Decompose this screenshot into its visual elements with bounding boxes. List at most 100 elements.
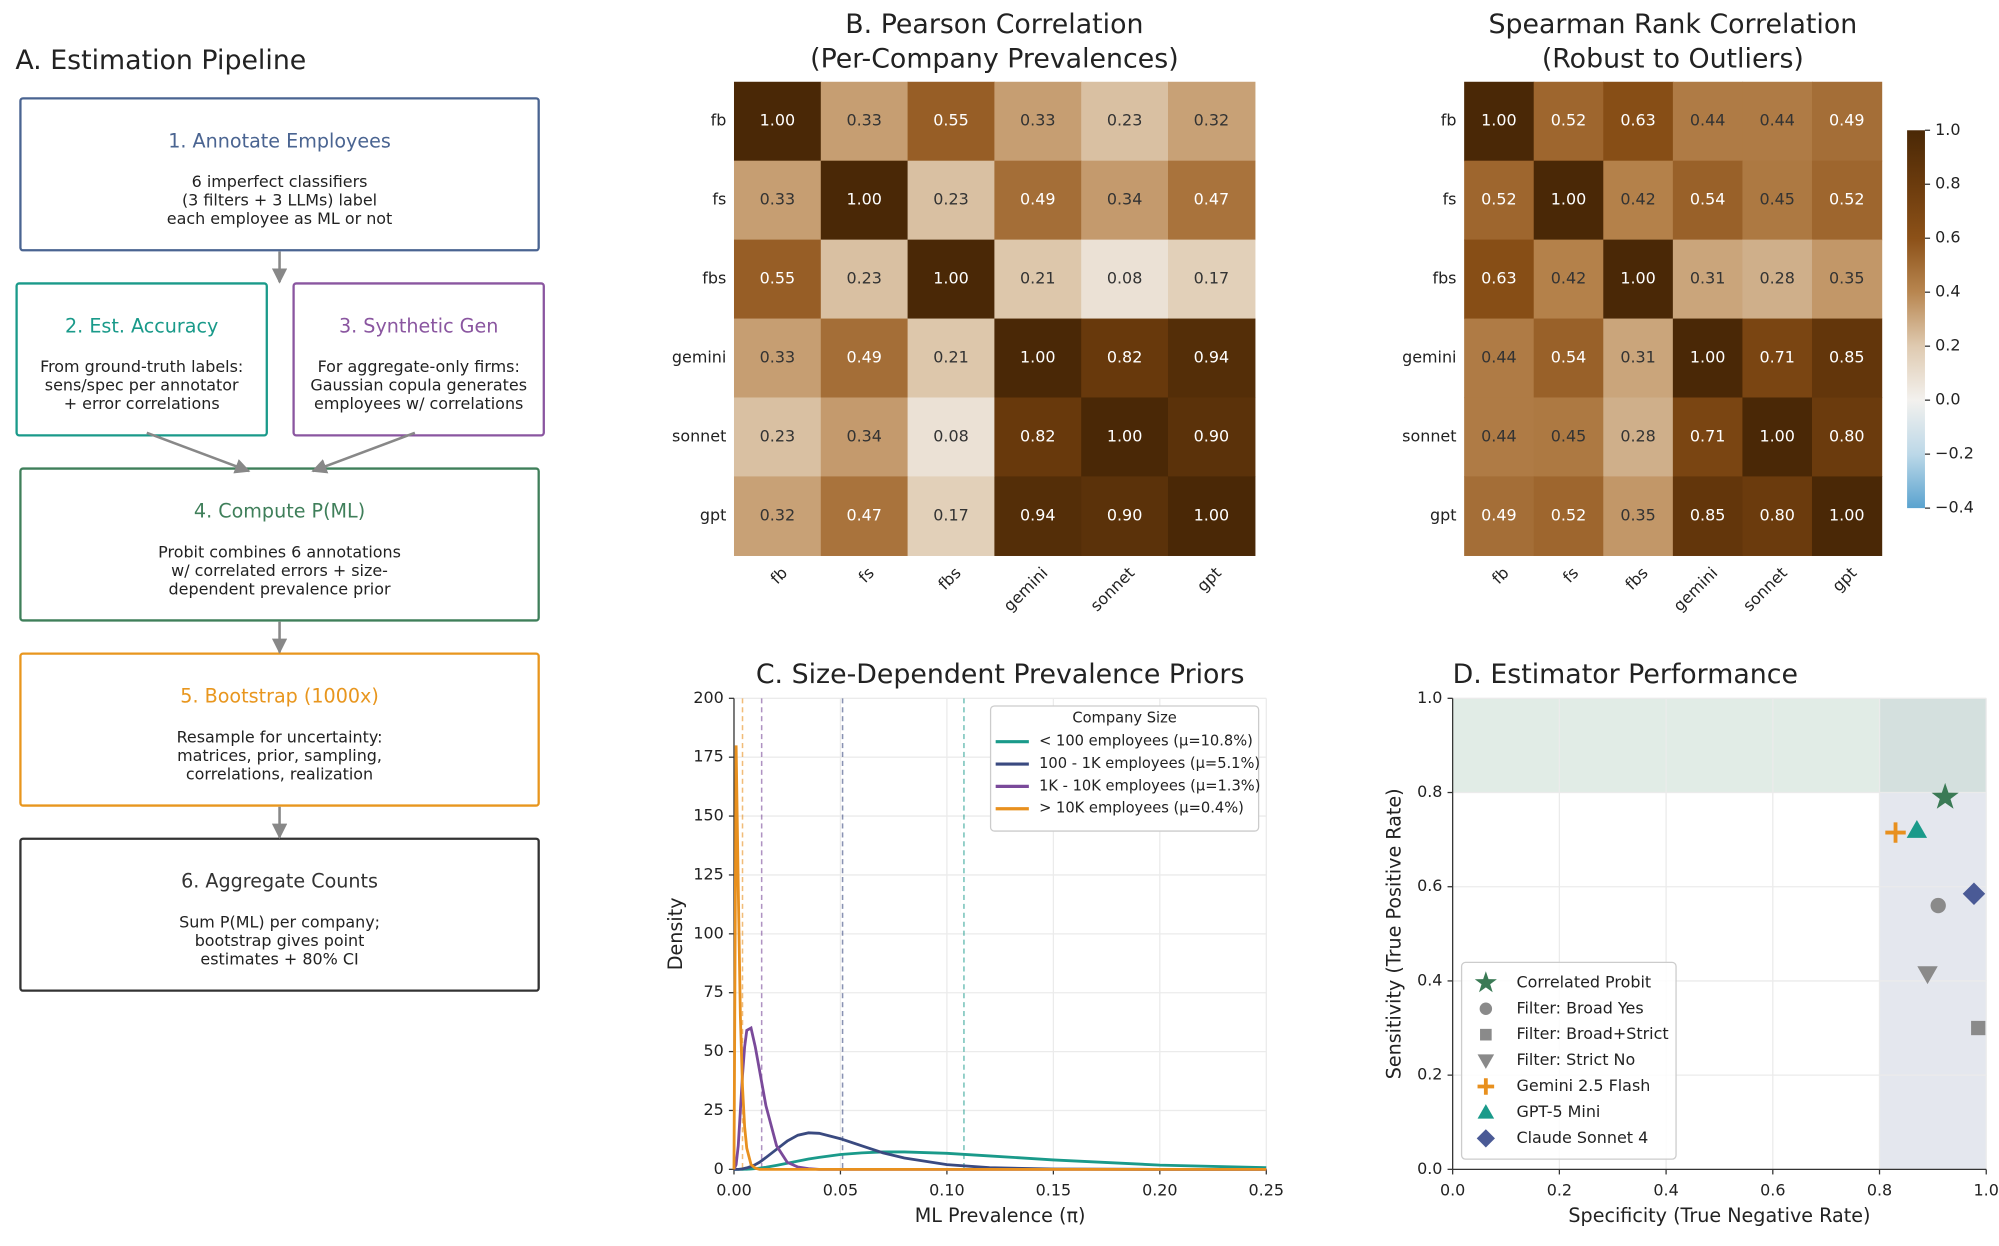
legend-label: 1K - 10K employees (μ=1.3%) [1039, 777, 1260, 794]
legend-marker [1477, 1054, 1495, 1069]
node-text: correlations, realization [186, 764, 373, 783]
colorbar-tick-label: 0.0 [1935, 390, 1960, 409]
cell-label: 0.23 [1107, 111, 1143, 130]
cell-label: 0.33 [1020, 111, 1056, 130]
heatmap-cell [1811, 160, 1883, 241]
heatmap-cell [994, 397, 1082, 478]
y-tick-label: 175 [693, 747, 723, 766]
arrow [311, 431, 416, 474]
x-tick-label: 0.25 [1249, 1181, 1285, 1200]
cell-label: 1.00 [1620, 269, 1656, 288]
colorbar-tick-label: −0.4 [1935, 498, 1974, 517]
heatmap-cell [1603, 318, 1674, 399]
cell-label: 0.42 [1620, 190, 1656, 209]
heatmap-cell [733, 476, 822, 556]
heatmap-cell [1533, 160, 1604, 241]
y-axis-label: Sensitivity (True Positive Rate) [1383, 788, 1406, 1079]
heatmap-cell [733, 160, 822, 241]
legend-label: Correlated Probit [1516, 972, 1651, 991]
chart-title: (Robust to Outliers) [1542, 44, 1804, 75]
y-tick-label: 0.0 [1417, 1159, 1442, 1178]
marker [1971, 1020, 1986, 1036]
heatmap-cell [1081, 239, 1169, 320]
col-label: sonnet [1086, 563, 1138, 615]
heatmap-cell [1742, 239, 1813, 320]
cell-label: 0.21 [933, 348, 969, 367]
col-label: gpt [1193, 563, 1225, 595]
legend-label: Gemini 2.5 Flash [1516, 1076, 1650, 1095]
cell-label: 0.31 [1620, 348, 1656, 367]
node-text: matrices, prior, sampling, [177, 746, 382, 765]
heatmap-cell [1167, 476, 1256, 556]
legend-label: GPT-5 Mini [1516, 1102, 1600, 1121]
heatmap-cell [907, 397, 996, 478]
x-tick-label: 0.2 [1547, 1181, 1572, 1200]
x-tick-label: 0.15 [1036, 1181, 1072, 1200]
cell-label: 0.47 [846, 505, 882, 524]
cell-label: 0.49 [1481, 505, 1517, 524]
cell-label: 0.17 [933, 505, 969, 524]
cell-label: 1.00 [1481, 111, 1517, 130]
cell-label: 0.34 [846, 426, 882, 445]
chart-title: Spearman Rank Correlation [1488, 9, 1857, 40]
heatmap-cell [733, 239, 822, 320]
node-text: dependent prevalence prior [169, 579, 391, 598]
legend-marker [1474, 971, 1497, 993]
cell-label: 1.00 [760, 111, 796, 130]
cell-label: 0.34 [1107, 190, 1143, 209]
cell-label: 0.08 [1107, 269, 1143, 288]
col-label: fbs [1621, 563, 1651, 593]
cell-label: 0.82 [1107, 348, 1143, 367]
cell-label: 0.45 [1551, 426, 1587, 445]
node-text: Probit combines 6 annotations [158, 542, 401, 561]
node-title: 6. Aggregate Counts [181, 870, 378, 893]
heatmap-cell [994, 318, 1082, 399]
cell-label: 0.42 [1551, 269, 1587, 288]
cell-label: 0.54 [1690, 190, 1726, 209]
heatmap-cell [1672, 239, 1744, 320]
row-label: gemini [672, 348, 726, 367]
col-label: gpt [1828, 563, 1860, 595]
node-title: 3. Synthetic Gen [339, 314, 498, 337]
node-text: From ground-truth labels: [40, 357, 243, 376]
col-label: sonnet [1739, 563, 1791, 615]
node-text: w/ correlated errors + size- [171, 561, 388, 580]
cell-label: 0.71 [1759, 348, 1795, 367]
heatmap-cell [1672, 318, 1744, 399]
legend-label: Filter: Broad Yes [1516, 998, 1643, 1017]
cell-label: 1.00 [1107, 426, 1143, 445]
y-tick-label: 0.6 [1417, 876, 1442, 895]
cell-label: 0.32 [1194, 111, 1230, 130]
y-tick-label: 25 [703, 1100, 723, 1119]
heatmap-cell [1811, 318, 1883, 399]
y-tick-label: 0.4 [1417, 970, 1442, 989]
node-box [292, 282, 545, 437]
node-box [15, 282, 268, 437]
heatmap-cell [820, 476, 909, 556]
cell-label: 0.49 [1829, 111, 1865, 130]
x-tick-label: 0.20 [1142, 1181, 1178, 1200]
heatmap-cell [1672, 81, 1744, 162]
heatmap-cell [1742, 318, 1813, 399]
heatmap-cell [907, 160, 996, 241]
col-label: gemini [1000, 563, 1052, 615]
heatmap-cell [907, 476, 996, 556]
marker [1885, 822, 1906, 843]
cell-label: 0.23 [760, 426, 796, 445]
cell-label: 1.00 [1829, 505, 1865, 524]
cell-label: 0.80 [1829, 426, 1865, 445]
cell-label: 0.49 [846, 348, 882, 367]
heatmap-cell [1533, 318, 1604, 399]
node-title: 2. Est. Accuracy [65, 314, 218, 337]
cell-label: 0.28 [1620, 426, 1656, 445]
heatmap-cell [820, 318, 909, 399]
x-tick-label: 0.6 [1760, 1181, 1785, 1200]
node-text: employees w/ correlations [314, 394, 523, 413]
heatmap-cell [1464, 81, 1535, 162]
heatmap-cell [1533, 397, 1604, 478]
cell-label: 0.35 [1620, 505, 1656, 524]
x-axis-label: ML Prevalence (π) [915, 1204, 1086, 1227]
cell-label: 0.47 [1194, 190, 1230, 209]
x-tick-label: 0.0 [1440, 1181, 1465, 1200]
